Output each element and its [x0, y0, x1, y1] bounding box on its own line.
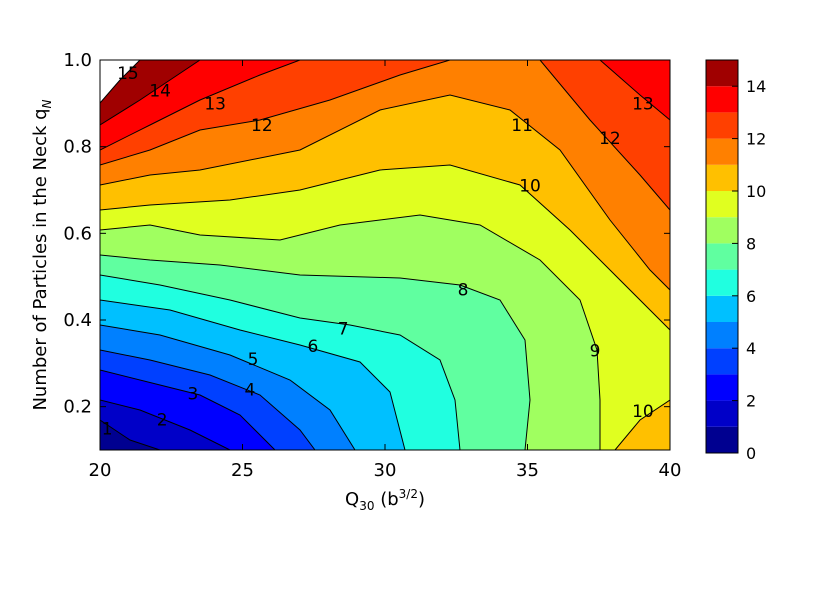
y-label-sub: N — [40, 99, 54, 108]
contour-line — [100, 60, 451, 166]
contour-line — [100, 274, 461, 450]
contour-label: 13 — [204, 94, 226, 114]
colorbar-tick-label: 10 — [746, 182, 766, 201]
x-label-base: Q — [345, 489, 359, 510]
contour-band — [615, 400, 670, 450]
contour-line — [100, 369, 276, 450]
colorbar-frame — [705, 59, 739, 454]
y-tick-label: 0.6 — [63, 223, 92, 244]
x-label-sub: 30 — [359, 499, 374, 513]
y-tick-label: 1.0 — [63, 50, 92, 71]
contour-label: 9 — [590, 341, 601, 361]
y-tick-label: 0.8 — [63, 137, 92, 158]
y-axis-label: Number of Particles in the Neck qN — [30, 99, 54, 410]
colorbar-tick-label: 4 — [746, 339, 756, 358]
contour-label: 5 — [248, 350, 259, 370]
contour-fill — [100, 60, 670, 450]
contour-line — [539, 60, 670, 211]
colorbar-band — [706, 112, 738, 139]
colorbar-band — [706, 164, 738, 191]
contour-line — [100, 419, 161, 450]
contour-line — [100, 299, 406, 450]
colorbar-tick-label: 6 — [746, 287, 756, 306]
colorbar-band — [706, 86, 738, 113]
x-tick-label: 40 — [659, 460, 682, 481]
colorbar-band — [706, 191, 738, 218]
contour-label: 10 — [519, 177, 541, 197]
contour-line — [100, 324, 356, 450]
contour-line — [614, 399, 670, 450]
colorbar-band — [706, 348, 738, 375]
contour-label: 6 — [307, 337, 318, 357]
y-tick-label: 0.2 — [63, 397, 92, 418]
colorbar-band — [706, 217, 738, 244]
y-tick-label: 0.4 — [63, 310, 92, 331]
colorbar-band — [706, 269, 738, 296]
contour-line — [100, 399, 231, 450]
colorbar-tick-label: 14 — [746, 77, 766, 96]
colorbar-band — [706, 426, 738, 453]
colorbar-band — [706, 138, 738, 165]
contour-label: 4 — [244, 380, 255, 400]
x-label-rest: (b — [374, 489, 398, 510]
colorbar-band — [706, 400, 738, 427]
x-tick-label: 20 — [89, 460, 112, 481]
contour-line — [100, 214, 601, 450]
contour-label: 13 — [632, 94, 654, 114]
contour-line — [100, 94, 670, 291]
contour-label: 7 — [338, 320, 349, 340]
contour-band — [540, 60, 670, 210]
x-label-end: ) — [418, 489, 425, 510]
contour-label: 12 — [251, 116, 273, 136]
colorbar-tick-label: 0 — [746, 444, 756, 463]
x-label-sup: 3/2 — [399, 487, 418, 501]
contour-label: 2 — [157, 411, 168, 431]
colorbar-band — [706, 60, 738, 87]
contour-label: 8 — [458, 281, 469, 301]
contour-label: 3 — [187, 385, 198, 405]
colorbar-band — [706, 322, 738, 349]
contour-line — [100, 60, 301, 151]
contour-line — [100, 254, 531, 450]
contour-label: 11 — [511, 116, 533, 136]
contour-line — [100, 164, 670, 331]
contour-label: 10 — [632, 402, 654, 422]
contour-line — [599, 60, 670, 121]
colorbar-band — [706, 243, 738, 270]
contour-label: 14 — [149, 81, 171, 101]
contour-band — [100, 60, 140, 103]
y-label-base: Number of Particles in the Neck q — [30, 108, 51, 410]
contour-line — [100, 60, 141, 104]
contour-line — [100, 349, 316, 450]
x-tick-label: 35 — [516, 460, 539, 481]
colorbar-band — [706, 374, 738, 401]
contour-label: 15 — [117, 64, 139, 84]
x-axis-label: Q30 (b3/2) — [345, 487, 425, 513]
contour-label: 12 — [599, 129, 621, 149]
colorbar-tick-label: 8 — [746, 234, 756, 253]
x-tick-label: 25 — [231, 460, 254, 481]
x-tick-label: 30 — [374, 460, 397, 481]
colorbar-tick-label: 2 — [746, 392, 756, 411]
colorbar-band — [706, 295, 738, 322]
contour-label: 1 — [102, 419, 113, 439]
contour-line — [100, 60, 201, 126]
colorbar-tick-label: 12 — [746, 130, 766, 149]
